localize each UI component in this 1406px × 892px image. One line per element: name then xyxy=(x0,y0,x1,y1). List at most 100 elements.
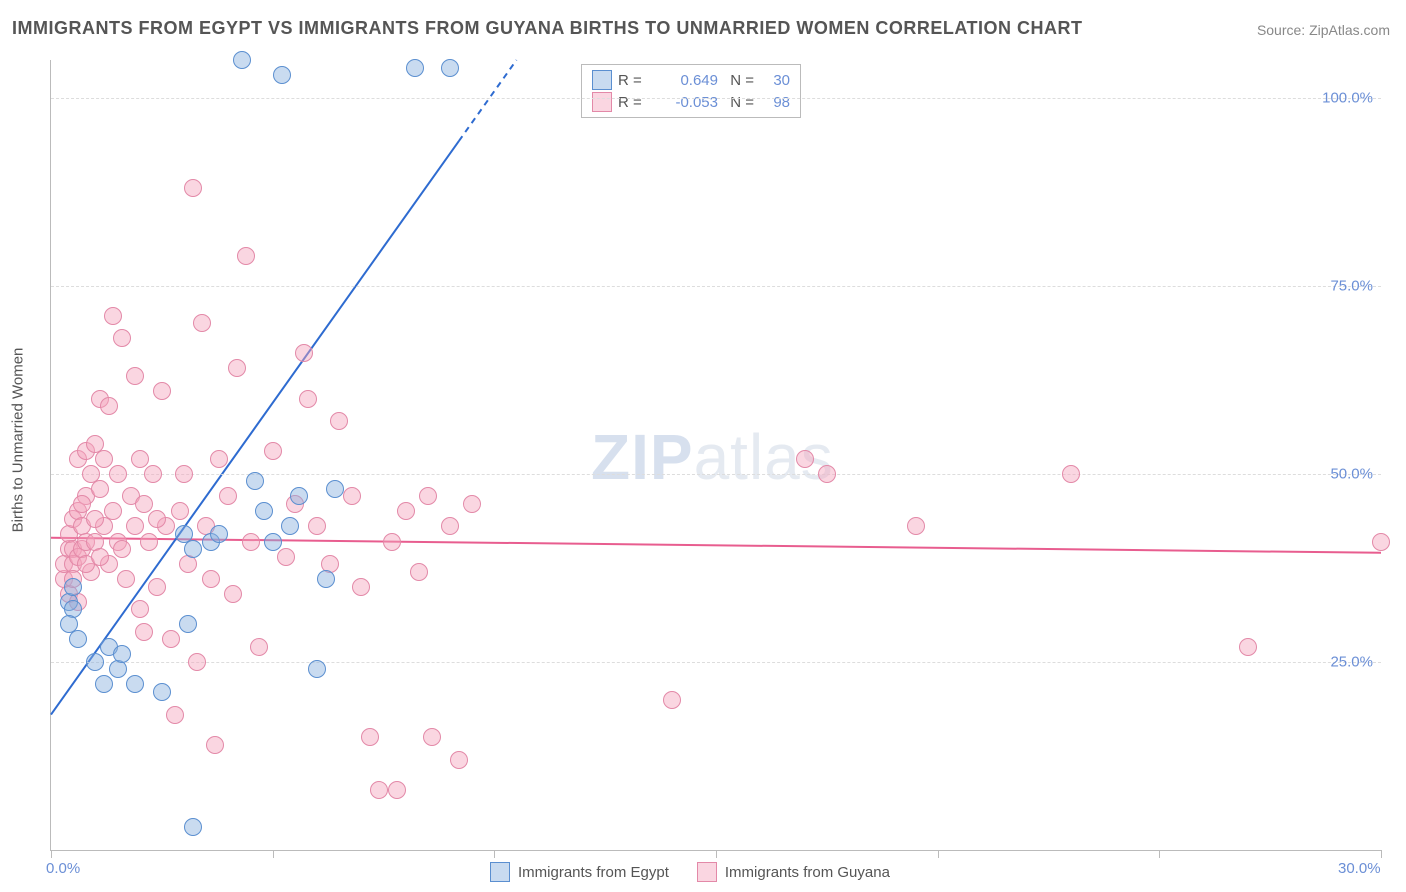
data-point-guyana xyxy=(907,517,925,535)
x-tick-label: 30.0% xyxy=(1338,860,1381,877)
data-point-egypt xyxy=(326,480,344,498)
data-point-egypt xyxy=(233,51,251,69)
guyana-r-value: -0.053 xyxy=(658,94,718,111)
data-point-guyana xyxy=(113,329,131,347)
egypt-n-value: 30 xyxy=(760,72,790,89)
data-point-guyana xyxy=(224,585,242,603)
data-point-guyana xyxy=(86,510,104,528)
data-point-guyana xyxy=(397,502,415,520)
legend-swatch-guyana xyxy=(592,92,612,112)
data-point-guyana xyxy=(1239,638,1257,656)
data-point-guyana xyxy=(148,510,166,528)
data-point-guyana xyxy=(237,247,255,265)
data-point-egypt xyxy=(86,653,104,671)
data-point-guyana xyxy=(104,307,122,325)
data-point-guyana xyxy=(117,570,135,588)
data-point-egypt xyxy=(264,533,282,551)
data-point-guyana xyxy=(242,533,260,551)
data-point-guyana xyxy=(210,450,228,468)
data-point-guyana xyxy=(330,412,348,430)
y-axis-label: Births to Unmarried Women xyxy=(10,348,27,533)
chart-title: IMMIGRANTS FROM EGYPT VS IMMIGRANTS FROM… xyxy=(12,18,1082,39)
data-point-guyana xyxy=(663,691,681,709)
data-point-guyana xyxy=(343,487,361,505)
legend-label-guyana: Immigrants from Guyana xyxy=(725,864,890,881)
x-tick-label: 0.0% xyxy=(46,860,80,877)
data-point-guyana xyxy=(162,630,180,648)
data-point-guyana xyxy=(796,450,814,468)
data-point-guyana xyxy=(352,578,370,596)
data-point-egypt xyxy=(406,59,424,77)
y-tick-label: 100.0% xyxy=(1322,89,1373,106)
data-point-guyana xyxy=(295,344,313,362)
data-point-guyana xyxy=(370,781,388,799)
data-point-egypt xyxy=(64,578,82,596)
legend-swatch-guyana-2 xyxy=(697,862,717,882)
legend-label-egypt: Immigrants from Egypt xyxy=(518,864,669,881)
series-legend: Immigrants from Egypt Immigrants from Gu… xyxy=(490,862,890,882)
data-point-guyana xyxy=(299,390,317,408)
trend-lines-layer xyxy=(51,60,1381,850)
x-tick xyxy=(273,850,274,858)
data-point-egypt xyxy=(308,660,326,678)
data-point-egypt xyxy=(184,540,202,558)
data-point-guyana xyxy=(383,533,401,551)
data-point-guyana xyxy=(410,563,428,581)
trend-line xyxy=(459,60,517,141)
data-point-guyana xyxy=(188,653,206,671)
x-tick xyxy=(938,850,939,858)
data-point-egypt xyxy=(69,630,87,648)
data-point-guyana xyxy=(100,397,118,415)
data-point-guyana xyxy=(308,517,326,535)
data-point-guyana xyxy=(206,736,224,754)
data-point-guyana xyxy=(109,465,127,483)
data-point-egypt xyxy=(290,487,308,505)
r-label: R = xyxy=(618,72,652,89)
data-point-guyana xyxy=(450,751,468,769)
y-tick-label: 75.0% xyxy=(1330,277,1373,294)
data-point-guyana xyxy=(1372,533,1390,551)
legend-row-egypt: R = 0.649 N = 30 xyxy=(592,69,790,91)
gridline xyxy=(51,662,1381,663)
x-tick xyxy=(51,850,52,858)
legend-item-guyana: Immigrants from Guyana xyxy=(697,862,890,882)
y-tick-label: 25.0% xyxy=(1330,653,1373,670)
data-point-guyana xyxy=(153,382,171,400)
data-point-guyana xyxy=(104,502,122,520)
x-tick xyxy=(716,850,717,858)
legend-swatch-egypt xyxy=(592,70,612,90)
data-point-guyana xyxy=(166,706,184,724)
data-point-egypt xyxy=(210,525,228,543)
y-tick-label: 50.0% xyxy=(1330,465,1373,482)
n-label: N = xyxy=(724,72,754,89)
legend-item-egypt: Immigrants from Egypt xyxy=(490,862,669,882)
data-point-egypt xyxy=(273,66,291,84)
data-point-egypt xyxy=(126,675,144,693)
data-point-egypt xyxy=(95,675,113,693)
data-point-guyana xyxy=(219,487,237,505)
data-point-egypt xyxy=(255,502,273,520)
data-point-egypt xyxy=(153,683,171,701)
data-point-guyana xyxy=(423,728,441,746)
source-attribution: Source: ZipAtlas.com xyxy=(1257,22,1390,38)
data-point-guyana xyxy=(193,314,211,332)
data-point-guyana xyxy=(144,465,162,483)
egypt-r-value: 0.649 xyxy=(658,72,718,89)
data-point-guyana xyxy=(126,367,144,385)
data-point-guyana xyxy=(131,600,149,618)
correlation-legend: R = 0.649 N = 30 R = -0.053 N = 98 xyxy=(581,64,801,118)
data-point-guyana xyxy=(95,450,113,468)
data-point-guyana xyxy=(277,548,295,566)
data-point-egypt xyxy=(184,818,202,836)
data-point-guyana xyxy=(250,638,268,656)
data-point-guyana xyxy=(184,179,202,197)
data-point-guyana xyxy=(73,495,91,513)
data-point-guyana xyxy=(91,480,109,498)
data-point-egypt xyxy=(281,517,299,535)
legend-row-guyana: R = -0.053 N = 98 xyxy=(592,91,790,113)
data-point-guyana xyxy=(1062,465,1080,483)
data-point-guyana xyxy=(91,548,109,566)
data-point-egypt xyxy=(113,645,131,663)
legend-swatch-egypt-2 xyxy=(490,862,510,882)
gridline xyxy=(51,286,1381,287)
